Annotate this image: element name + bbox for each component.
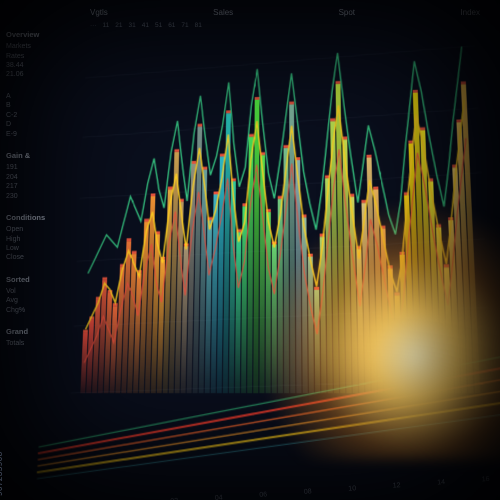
watermark: 907235968 xyxy=(0,451,4,496)
chart-world xyxy=(0,2,500,500)
bar xyxy=(266,212,271,393)
bar xyxy=(253,100,259,394)
bar xyxy=(241,206,247,393)
bar xyxy=(308,257,314,394)
top-scale-label: Sales xyxy=(213,8,233,17)
floor-streak xyxy=(38,397,500,479)
bar xyxy=(247,137,253,393)
floor-streak xyxy=(38,386,500,472)
chart-svg xyxy=(0,2,500,500)
chart-stage: VgtlsSalesSpotIndex ···1121314151617181 … xyxy=(0,0,500,500)
bar xyxy=(235,232,241,393)
bar xyxy=(314,290,320,393)
bar xyxy=(272,244,277,393)
top-scale-label: Vgtls xyxy=(90,8,108,17)
